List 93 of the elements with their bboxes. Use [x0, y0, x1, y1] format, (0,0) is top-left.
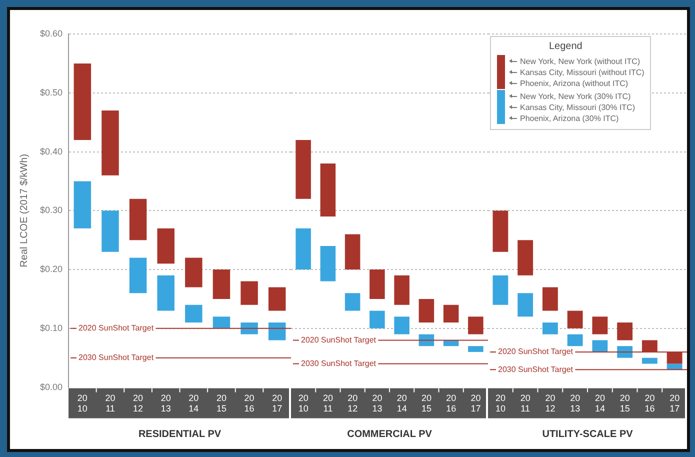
bar — [185, 304, 202, 323]
bar — [240, 281, 258, 305]
bar — [157, 275, 174, 311]
x-tick-label: 2014 — [594, 392, 605, 414]
y-tick-label: $0.40 — [40, 146, 63, 156]
bar — [592, 340, 608, 352]
bar — [443, 340, 459, 346]
bar — [268, 287, 286, 311]
x-tick-label: 2016 — [446, 392, 456, 414]
x-tick-label: 2011 — [322, 392, 333, 414]
ref-line-label: 2020 SunShot Target — [301, 335, 377, 344]
bar — [518, 293, 534, 317]
bar — [468, 316, 484, 334]
x-tick-label: 2014 — [396, 392, 407, 414]
bar — [617, 322, 633, 340]
bar — [542, 322, 558, 334]
x-axis-title: UTILITY-SCALE PV — [542, 428, 634, 440]
ref-line-label: 2020 SunShot Target — [78, 324, 154, 333]
ref-line-label: 2030 SunShot Target — [301, 358, 377, 368]
x-tick-label: 2017 — [470, 392, 481, 414]
bar — [492, 275, 508, 305]
bar — [296, 228, 311, 270]
annotation: Kansas City, Missouri (without ITC) — [520, 68, 644, 76]
y-tick-label: $0.20 — [40, 264, 63, 274]
ref-line-label: 2020 SunShot Target — [498, 347, 574, 356]
y-tick-label: $0.60 — [40, 28, 63, 38]
x-tick-label: 2013 — [160, 392, 171, 414]
x-tick-label: 2011 — [105, 392, 116, 414]
bar — [268, 322, 286, 340]
bar — [185, 258, 202, 288]
legend-title: Legend — [549, 41, 584, 52]
bar — [370, 310, 385, 328]
bar — [592, 316, 608, 334]
ref-line-label: 2030 SunShot Target — [78, 353, 154, 362]
x-tick-label: 2010 — [495, 392, 506, 414]
annotation: Kansas City, Missouri (30% ITC) — [520, 102, 635, 112]
bar — [394, 275, 410, 305]
x-tick-label: 2011 — [520, 392, 530, 414]
bar — [518, 240, 534, 276]
annotation: New York, New York (30% ITC) — [520, 92, 631, 100]
x-tick-label: 2015 — [216, 392, 226, 414]
y-axis-title: Real LCOE (2017 $/kWh) — [18, 154, 30, 268]
bar — [129, 198, 147, 240]
y-tick-label: $0.50 — [40, 87, 63, 98]
bar — [468, 346, 484, 352]
bar — [344, 293, 360, 311]
bar — [212, 270, 230, 299]
y-tick-label: $0.00 — [40, 382, 63, 392]
x-tick-label: 2012 — [133, 392, 144, 414]
x-tick-label: 2017 — [272, 392, 282, 414]
x-axis-title: RESIDENTIAL PV — [138, 428, 222, 440]
bar — [567, 334, 583, 346]
x-tick-label: 2017 — [670, 392, 680, 414]
bar — [542, 287, 558, 311]
x-tick-label: 2010 — [298, 392, 308, 414]
bar — [443, 304, 459, 323]
bar — [394, 316, 410, 334]
bar — [129, 258, 147, 294]
bar — [370, 270, 385, 299]
bar — [642, 358, 658, 364]
bar — [320, 164, 336, 217]
x-tick-label: 2016 — [644, 392, 655, 414]
bar — [102, 110, 119, 176]
x-tick-label: 2013 — [372, 392, 382, 414]
bar — [74, 63, 92, 140]
x-tick-label: 2012 — [348, 392, 358, 414]
annotation: New York, New York (without ITC) — [520, 56, 640, 66]
bar — [617, 346, 633, 358]
bar — [418, 298, 434, 323]
x-axis-title: COMMERCIAL PV — [347, 428, 432, 440]
bar — [296, 140, 311, 199]
y-tick-label: $0.30 — [40, 205, 63, 216]
bar — [157, 228, 174, 264]
bar — [344, 234, 360, 270]
bar — [567, 310, 583, 328]
x-tick-label: 2016 — [244, 392, 254, 414]
x-tick-label: 2014 — [188, 392, 199, 414]
x-tick-label: 2013 — [570, 392, 580, 414]
bar — [102, 210, 119, 252]
bar — [212, 316, 230, 328]
ref-line-label: 2030 SunShot Target — [498, 364, 574, 374]
bar — [74, 181, 92, 228]
x-tick-label: 2015 — [620, 392, 630, 414]
y-tick-label: $0.10 — [40, 322, 63, 333]
bar — [320, 246, 336, 282]
annotation: Phoenix, Arizona (without ITC) — [520, 78, 628, 88]
bar — [666, 364, 682, 370]
bar — [492, 210, 508, 252]
annotation: Phoenix, Arizona (30% ITC) — [520, 114, 619, 122]
x-tick-label: 2010 — [77, 392, 88, 414]
x-tick-label: 2015 — [421, 392, 432, 414]
x-tick-label: 2012 — [545, 392, 556, 414]
bar — [240, 322, 258, 334]
